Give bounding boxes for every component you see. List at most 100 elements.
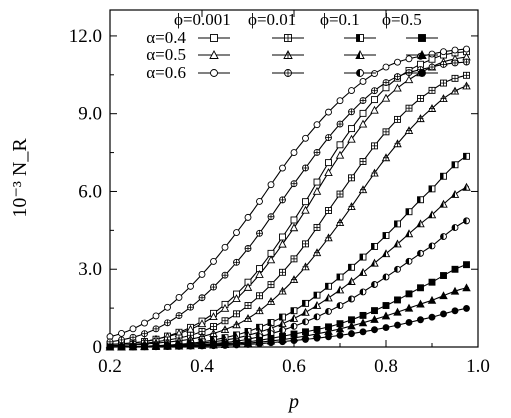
series-marker [141, 330, 148, 338]
series-marker [371, 96, 378, 104]
series-marker [463, 45, 470, 53]
marker-half [359, 268, 363, 276]
series-marker [381, 153, 391, 162]
series-marker [370, 105, 379, 114]
series-marker [256, 197, 263, 205]
series-marker [371, 87, 378, 95]
series-marker [359, 78, 367, 85]
marker-half [360, 288, 363, 295]
x-tick-label: 0.2 [98, 356, 122, 377]
series-marker [451, 307, 459, 315]
marker-half [452, 224, 455, 231]
series-marker [283, 50, 293, 59]
series-marker [313, 148, 321, 156]
series-marker [394, 265, 401, 273]
series-marker [451, 161, 459, 169]
x-tick-label: 0.4 [190, 356, 214, 377]
series-marker [347, 134, 356, 143]
series-marker [152, 343, 160, 351]
y-tick-label: 6.0 [78, 181, 102, 202]
series-marker [405, 319, 413, 326]
marker-half [440, 200, 444, 208]
series-marker [356, 69, 364, 77]
series-marker [325, 134, 332, 142]
series-marker [244, 213, 252, 221]
series-marker [405, 257, 413, 265]
series-marker [290, 337, 298, 344]
series-marker [463, 217, 470, 225]
series-line [109, 48, 469, 338]
series-marker [313, 223, 321, 231]
series-marker [335, 324, 345, 333]
series-marker [141, 343, 148, 351]
marker-half [279, 320, 283, 327]
series-marker [393, 139, 402, 148]
series-marker [416, 114, 425, 123]
series-marker [428, 63, 436, 71]
marker-half [302, 318, 306, 325]
marker-half [383, 232, 386, 239]
series-marker [210, 257, 217, 265]
series-marker [284, 69, 292, 77]
series-marker [359, 158, 367, 165]
series-marker [221, 243, 229, 251]
series-marker [279, 164, 286, 172]
marker-half [383, 274, 386, 281]
series-marker [451, 59, 459, 67]
y-tick-label: 12.0 [69, 26, 102, 47]
marker-half [394, 240, 398, 247]
series-marker-group [105, 81, 471, 350]
marker-half [348, 296, 352, 303]
legend-row-label: α=0.4 [146, 28, 186, 47]
series-marker [348, 108, 355, 116]
series-marker [302, 299, 309, 307]
series-marker-group [105, 283, 471, 351]
series-marker [356, 34, 364, 42]
series-marker [220, 325, 230, 334]
series-marker [428, 50, 436, 58]
series-line [109, 286, 469, 348]
marker-half [348, 278, 352, 285]
y-tick-label: 9.0 [78, 104, 102, 125]
series-marker [348, 125, 355, 133]
series-marker [302, 240, 309, 248]
series-marker [348, 174, 355, 182]
series-marker [302, 335, 309, 343]
series-marker [175, 312, 183, 320]
series-marker [141, 319, 148, 327]
series-marker [382, 273, 390, 281]
marker-half [371, 281, 375, 288]
marker-half [394, 220, 398, 227]
series-marker [220, 303, 230, 312]
series-marker [428, 242, 436, 250]
series-line [109, 219, 470, 348]
marker-half [325, 283, 329, 290]
marker-half [348, 264, 352, 271]
series-marker [382, 302, 390, 309]
series-marker [301, 205, 310, 214]
series-marker [325, 333, 332, 341]
y-axis-title: 10⁻³ N_R [9, 138, 31, 218]
x-tick-labels: 0.2 0.4 0.6 0.8 1.0 [98, 356, 490, 377]
series-marker [313, 178, 321, 186]
series-marker [325, 159, 332, 167]
series-marker [382, 232, 390, 239]
marker-half [440, 173, 444, 180]
legend-row-label: α=0.6 [146, 63, 186, 82]
marker-half [302, 308, 306, 316]
series-marker [359, 328, 367, 336]
series-marker [370, 314, 379, 323]
series-marker [232, 294, 241, 303]
series-marker [266, 255, 276, 264]
marker-half [279, 314, 283, 321]
series-marker [336, 141, 344, 149]
marker-half [356, 34, 360, 42]
series-marker [417, 284, 424, 292]
series-marker [312, 248, 322, 257]
marker-half [337, 274, 340, 281]
marker-half [371, 259, 375, 267]
marker-half [325, 294, 329, 301]
x-tick-label: 0.6 [282, 356, 306, 377]
series-marker [233, 310, 240, 318]
series-line [109, 50, 469, 345]
